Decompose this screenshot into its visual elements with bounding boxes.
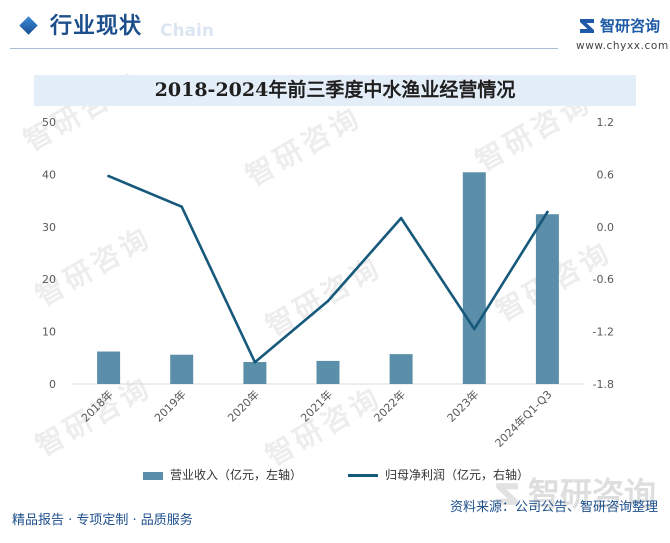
revenue-bar-2019 <box>170 354 194 384</box>
net-profit-point-2023 <box>473 327 476 331</box>
left-axis-tick-2: 20 <box>42 273 56 286</box>
watermark-logo-icon <box>496 483 518 505</box>
logo-icon <box>580 19 594 33</box>
revenue-bar-2024q1-q3 <box>535 214 559 384</box>
legend-item-revenue: 营业收入（亿元，左轴） <box>143 467 302 483</box>
legend-item-net-profit: 归母净利润（亿元，右轴） <box>348 467 529 483</box>
right-axis: -1.8 -1.2 -0.6 0.0 0.6 1.2 <box>593 116 614 391</box>
right-axis-tick-5: 1.2 <box>597 116 615 129</box>
x-axis-label-2018: 2018年 <box>78 387 115 424</box>
legend-label-revenue: 营业收入（亿元，左轴） <box>170 468 303 482</box>
legend-swatch-net-profit <box>348 474 378 477</box>
net-profit-point-2018 <box>107 174 110 178</box>
x-axis-label-2019: 2019年 <box>151 387 188 424</box>
x-axis-labels: 2018年 2019年 2020年 2021年 2022年 2023年 2024年Q1-Q3 <box>78 387 554 450</box>
x-axis-label-2021: 2021年 <box>298 387 335 424</box>
net-profit-point-2024q1-q3 <box>546 210 549 214</box>
left-axis: 0 10 20 30 40 50 <box>42 116 56 391</box>
logo-url: www.chyxx.com <box>576 40 669 52</box>
revenue-bar-2018 <box>97 351 121 384</box>
revenue-bar-2020 <box>243 362 267 384</box>
source-note: 资料来源：公司公告、智研咨询整理 <box>449 500 658 515</box>
header-divider <box>10 48 558 49</box>
net-profit-point-2019 <box>180 205 183 208</box>
legend-label-net-profit: 归母净利润（亿元，右轴） <box>385 468 530 482</box>
net-profit-point-2022 <box>399 216 403 220</box>
legend-swatch-revenue <box>143 471 163 480</box>
revenue-bar-2022 <box>389 354 413 384</box>
left-axis-tick-3: 30 <box>42 221 56 234</box>
revenue-bar-2021 <box>316 360 340 384</box>
left-axis-tick-0: 0 <box>49 378 56 391</box>
x-axis-label-2023: 2023年 <box>444 387 481 424</box>
right-axis-tick-3: 0.0 <box>597 221 615 234</box>
section-title-en: Chain <box>160 21 214 41</box>
net-profit-point-2021 <box>326 299 330 303</box>
revenue-bar-2023 <box>462 172 486 384</box>
footer-slogan: 精品报告 · 专项定制 · 品质服务 <box>12 513 193 528</box>
logo-name: 智研咨询 <box>600 17 661 35</box>
right-axis-tick-2: -0.6 <box>593 273 614 286</box>
net-profit-point-2020 <box>253 360 257 364</box>
right-axis-tick-4: 0.6 <box>597 168 615 181</box>
section-title: 行业现状 <box>50 14 143 39</box>
right-axis-tick-0: -1.8 <box>593 378 614 391</box>
x-axis-label-2024q1-q3: 2024年Q1-Q3 <box>492 387 555 450</box>
left-axis-tick-5: 50 <box>42 116 56 129</box>
x-axis-label-2020: 2020年 <box>225 387 262 424</box>
left-axis-tick-1: 10 <box>42 326 56 339</box>
revenue-bar-series <box>97 172 559 384</box>
watermark-large: 智研咨询 <box>528 475 657 513</box>
x-axis-label-2022: 2022年 <box>371 387 408 424</box>
net-profit-points <box>107 174 549 364</box>
chart-title: 2018-2024年前三季度中水渔业经营情况 <box>34 75 636 106</box>
left-axis-tick-4: 40 <box>42 168 56 181</box>
right-axis-tick-1: -1.2 <box>593 326 614 339</box>
